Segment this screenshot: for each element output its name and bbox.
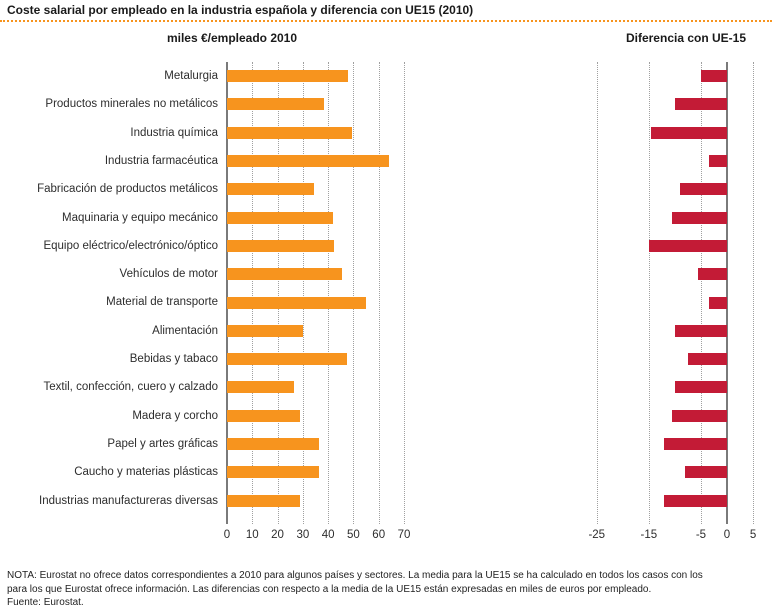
right-axis-tick-label: -25 <box>588 529 606 541</box>
left-bar-2 <box>227 126 353 139</box>
right-gridline <box>596 62 598 524</box>
left-axis-tick-label: 30 <box>296 529 310 541</box>
right-bar-4 <box>680 183 727 196</box>
left-bar-14 <box>227 466 320 479</box>
left-gridline <box>277 62 279 524</box>
right-axis-tick-label: -5 <box>695 529 707 541</box>
right-bar-12 <box>672 409 727 422</box>
left-axis-tick-label: 10 <box>245 529 259 541</box>
source-line: Fuente: Eurostat. <box>7 597 84 608</box>
category-label: Vehículos de motor <box>119 268 218 281</box>
left-axis-tick-label: 60 <box>372 529 386 541</box>
right-bar-6 <box>648 239 727 252</box>
right-bar-7 <box>698 268 727 281</box>
left-bar-5 <box>227 211 334 224</box>
left-gridline <box>404 62 405 524</box>
category-label: Productos minerales no metálicos <box>45 98 218 111</box>
category-label: Caucho y materias plásticas <box>74 466 218 479</box>
footnote-line-2: para los que Eurostat ofrece información… <box>7 583 652 595</box>
right-zero-axis <box>726 62 728 524</box>
category-label: Material de transporte <box>106 296 218 309</box>
left-axis-tick-label: 40 <box>321 529 335 541</box>
footnote-line-1: NOTA: Eurostat no ofrece datos correspon… <box>7 570 703 581</box>
footnote: NOTA: Eurostat no ofrece datos correspon… <box>7 569 769 610</box>
right-bar-13 <box>664 438 727 451</box>
right-bar-1 <box>674 98 727 111</box>
left-bar-7 <box>227 268 343 281</box>
left-gridline <box>378 62 380 524</box>
left-zero-axis <box>226 62 228 524</box>
chart-title: Coste salarial por empleado en la indust… <box>7 3 474 17</box>
left-axis-tick-label: 20 <box>271 529 284 541</box>
right-bar-3 <box>708 155 727 168</box>
right-axis-tick-label: 0 <box>723 529 731 541</box>
left-bar-10 <box>227 353 348 366</box>
left-bar-15 <box>227 494 301 507</box>
left-gridline <box>302 62 304 524</box>
right-bar-5 <box>672 211 727 224</box>
left-panel-header: miles €/empleado 2010 <box>166 31 298 45</box>
right-gridline <box>753 62 755 524</box>
left-bar-6 <box>227 239 335 252</box>
right-bar-14 <box>685 466 727 479</box>
left-bar-11 <box>227 381 294 394</box>
right-bar-11 <box>674 381 727 394</box>
left-axis-tick-label: 0 <box>223 529 231 541</box>
left-bar-9 <box>227 324 303 337</box>
category-label: Industria química <box>130 126 218 139</box>
left-bar-1 <box>227 98 325 111</box>
right-bar-8 <box>708 296 727 309</box>
category-label: Equipo eléctrico/electrónico/óptico <box>43 239 218 252</box>
category-label: Industria farmacéutica <box>104 154 218 167</box>
category-label: Maquinaria y equipo mecánico <box>62 211 218 224</box>
left-gridline <box>328 62 330 524</box>
right-bar-10 <box>687 353 727 366</box>
left-gridline <box>353 62 355 524</box>
left-gridline <box>252 62 254 524</box>
right-gridline <box>648 62 650 524</box>
right-bar-2 <box>651 126 727 139</box>
category-label: Fabricación de productos metálicos <box>37 183 218 196</box>
category-label: Bebidas y tabaco <box>129 353 218 365</box>
right-gridline <box>700 62 702 524</box>
right-axis-tick-label: -15 <box>640 529 658 541</box>
right-bar-0 <box>700 70 727 83</box>
category-label: Alimentación <box>152 324 218 337</box>
right-bar-9 <box>674 324 727 337</box>
category-label: Madera y corcho <box>132 409 218 422</box>
right-bar-15 <box>664 494 727 507</box>
left-bar-12 <box>227 409 301 422</box>
left-axis-tick-label: 50 <box>347 529 360 541</box>
left-bar-4 <box>227 183 315 196</box>
right-panel-header: Diferencia con UE-15 <box>625 31 747 45</box>
left-bar-0 <box>227 70 349 83</box>
title-dotted-rule <box>0 20 772 22</box>
category-label: Textil, confección, cuero y calzado <box>43 381 218 394</box>
category-label: Papel y artes gráficas <box>107 437 218 450</box>
left-axis-tick-label: 70 <box>397 529 411 541</box>
right-axis-tick-label: 5 <box>749 529 757 541</box>
left-bar-3 <box>227 155 389 168</box>
left-bar-8 <box>227 296 367 309</box>
left-bar-13 <box>227 438 320 451</box>
category-label: Industrias manufactureras diversas <box>39 494 218 507</box>
category-label: Metalurgia <box>164 70 218 82</box>
